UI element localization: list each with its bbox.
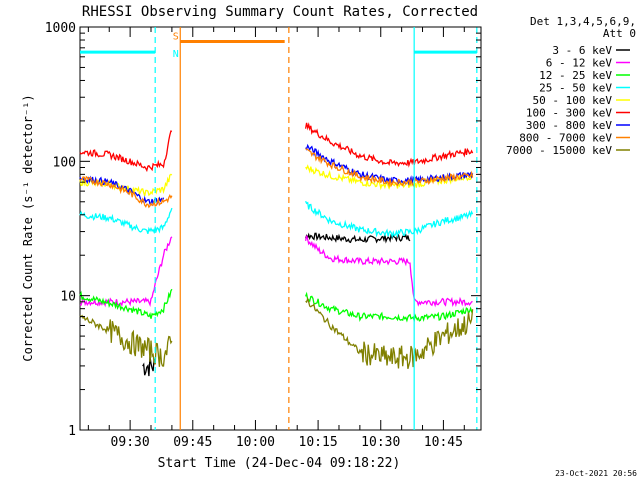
legend-label-0: 3 - 6 keV (552, 44, 612, 57)
legend-label-8: 7000 - 15000 keV (506, 144, 612, 157)
legend-label-3: 25 - 50 keV (539, 82, 612, 95)
series-line-7 (305, 148, 474, 188)
x-tick-label-5: 10:45 (424, 435, 463, 450)
legend-header-line-1: Det 1,3,4,5,6,9, (530, 15, 636, 28)
series-line-2 (304, 291, 474, 324)
y-tick-label-3: 1000 (45, 21, 76, 36)
series-line-8 (79, 314, 173, 367)
flag-bars: SN (80, 31, 477, 60)
y-tick-label-0: 1 (68, 424, 76, 439)
series-line-4 (79, 173, 173, 197)
flag-label-s: S (173, 31, 179, 42)
plot-area (79, 26, 482, 431)
legend-label-6: 300 - 800 keV (526, 119, 612, 132)
x-tick-label-0: 09:30 (111, 435, 150, 450)
legend-label-2: 12 - 25 keV (539, 69, 612, 82)
series-line-3 (305, 200, 474, 240)
series-line-4 (305, 164, 474, 191)
flag-label-n: N (173, 49, 179, 60)
legend-header-line-2: Att 0 (603, 27, 636, 40)
x-tick-label-1: 09:45 (173, 435, 212, 450)
legend-label-7: 800 - 7000 keV (519, 132, 612, 145)
plot-frame (79, 26, 482, 431)
series-line-8 (305, 296, 474, 369)
event-markers (154, 27, 478, 430)
series-line-7 (79, 175, 173, 209)
y-tick-label-2: 100 (53, 155, 76, 170)
series-line-3 (79, 207, 173, 235)
x-tick-label-3: 10:15 (299, 435, 338, 450)
legend-label-1: 6 - 12 keV (546, 57, 613, 70)
series-line-1 (304, 235, 473, 308)
chart-title: RHESSI Observing Summary Count Rates, Co… (82, 4, 478, 20)
x-axis-title: Start Time (24-Dec-04 09:18:22) (158, 456, 401, 471)
series-line-5 (304, 122, 474, 168)
y-axis-title: Corrected Count Rate (s⁻¹ detector⁻¹) (21, 94, 35, 361)
series-line-1 (79, 236, 173, 308)
generation-timestamp: 23-Oct-2021 20:56 (555, 469, 637, 478)
series-lines (79, 122, 474, 377)
legend-label-5: 100 - 300 keV (526, 107, 612, 120)
legend-label-4: 50 - 100 keV (533, 94, 613, 107)
series-line-0 (142, 356, 156, 377)
x-tick-label-2: 10:00 (236, 435, 275, 450)
x-tick-label-4: 10:30 (361, 435, 400, 450)
y-tick-label-1: 10 (60, 290, 76, 305)
axes: 1 10 100 1000 09:30 09:45 10:00 10:15 10:30 10:45 (45, 21, 481, 450)
series-line-5 (79, 130, 173, 173)
series-line-2 (79, 288, 173, 319)
